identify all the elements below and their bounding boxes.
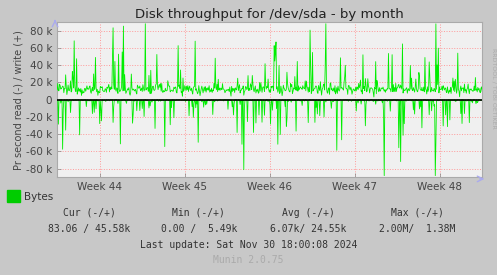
Y-axis label: Pr second read (-) / write (+): Pr second read (-) / write (+) bbox=[13, 30, 23, 170]
Title: Disk throughput for /dev/sda - by month: Disk throughput for /dev/sda - by month bbox=[135, 8, 404, 21]
Text: Min (-/+): Min (-/+) bbox=[172, 208, 225, 218]
Text: RRDTOOL / TOBI OETIKER: RRDTOOL / TOBI OETIKER bbox=[491, 48, 496, 128]
Text: Last update: Sat Nov 30 18:00:08 2024: Last update: Sat Nov 30 18:00:08 2024 bbox=[140, 240, 357, 249]
Text: Bytes: Bytes bbox=[24, 192, 53, 202]
Text: Munin 2.0.75: Munin 2.0.75 bbox=[213, 255, 284, 265]
Text: 0.00 /  5.49k: 0.00 / 5.49k bbox=[161, 224, 237, 234]
Text: 83.06 / 45.58k: 83.06 / 45.58k bbox=[48, 224, 131, 234]
Text: Avg (-/+): Avg (-/+) bbox=[282, 208, 334, 218]
Text: Cur (-/+): Cur (-/+) bbox=[63, 208, 116, 218]
Text: 6.07k/ 24.55k: 6.07k/ 24.55k bbox=[270, 224, 346, 234]
Text: 2.00M/  1.38M: 2.00M/ 1.38M bbox=[379, 224, 456, 234]
Text: Max (-/+): Max (-/+) bbox=[391, 208, 444, 218]
